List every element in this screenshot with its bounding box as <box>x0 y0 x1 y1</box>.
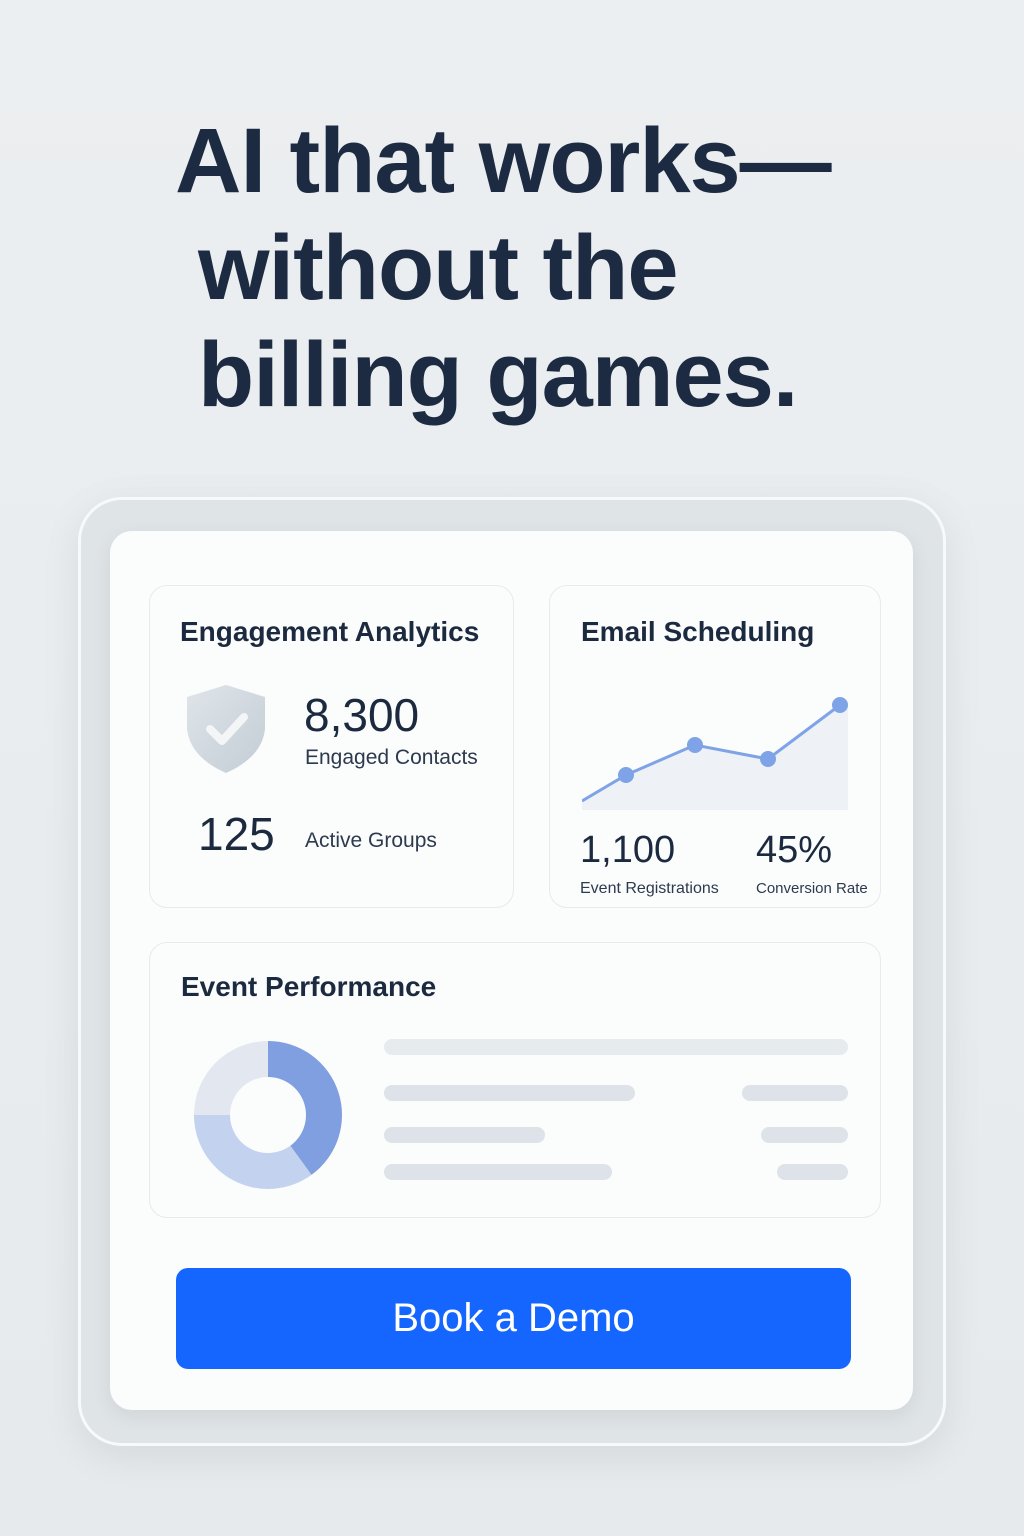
placeholder-bar <box>384 1039 848 1055</box>
placeholder-bar <box>761 1127 848 1143</box>
chart-area <box>582 705 848 810</box>
engagement-analytics-panel: Engagement Analytics 8,300 Engaged Conta… <box>149 585 514 908</box>
donut-chart <box>194 1041 342 1189</box>
placeholder-bar <box>384 1164 612 1180</box>
conversion-rate-label: Conversion Rate <box>756 880 868 897</box>
headline-line-1: AI that works— <box>175 110 832 212</box>
event-registrations-label: Event Registrations <box>580 880 719 897</box>
chart-point <box>687 737 703 753</box>
panel-title: Event Performance <box>181 971 437 1002</box>
event-performance-panel: Event Performance <box>149 942 881 1218</box>
chart-point <box>760 751 776 767</box>
panel-title: Engagement Analytics <box>180 616 480 647</box>
placeholder-bar <box>384 1127 545 1143</box>
book-demo-button[interactable]: Book a Demo <box>176 1268 851 1369</box>
headline: AI that works— without the billing games… <box>175 108 832 429</box>
donut-segment <box>194 1041 268 1115</box>
chart-point <box>832 697 848 713</box>
donut-segment <box>268 1041 342 1175</box>
line-chart <box>582 697 848 810</box>
headline-line-2: without the <box>198 217 679 319</box>
donut-segment <box>194 1115 312 1189</box>
active-groups-value: 125 <box>198 808 275 860</box>
placeholder-bar <box>384 1085 635 1101</box>
active-groups-label: Active Groups <box>305 829 437 852</box>
chart-point <box>618 767 634 783</box>
panel-title: Email Scheduling <box>581 616 815 647</box>
shield-check-icon <box>187 685 265 773</box>
engaged-contacts-value: 8,300 <box>304 689 420 741</box>
event-registrations-value: 1,100 <box>580 829 676 871</box>
email-scheduling-panel: Email Scheduling 1,100 Event Registratio… <box>549 585 881 908</box>
conversion-rate-value: 45% <box>756 829 833 871</box>
engaged-contacts-label: Engaged Contacts <box>305 746 478 769</box>
headline-line-3: billing games. <box>198 324 798 426</box>
placeholder-bar <box>742 1085 848 1101</box>
placeholder-bar <box>777 1164 848 1180</box>
